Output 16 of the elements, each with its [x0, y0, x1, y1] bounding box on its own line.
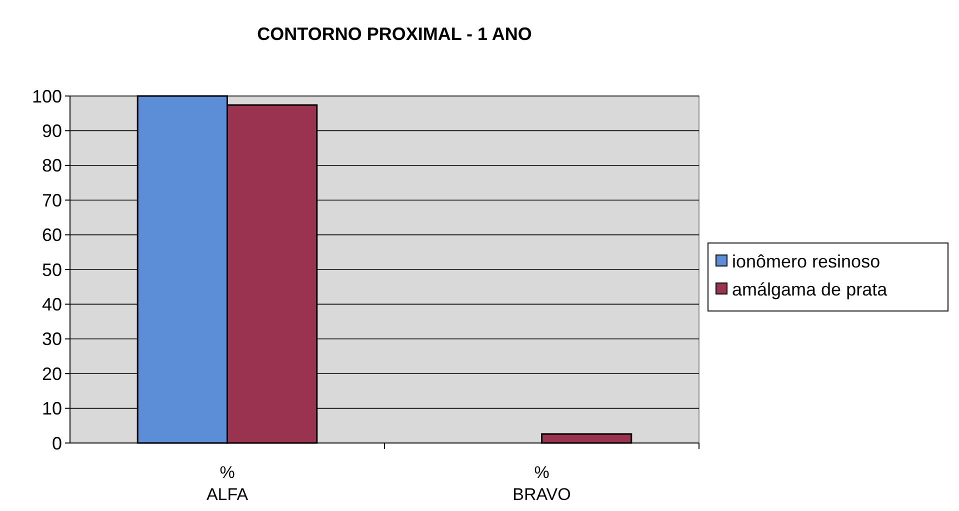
y-tick-label: 50	[42, 260, 62, 280]
y-tick-label: 40	[42, 294, 62, 314]
x-tick-label: % ALFA	[206, 463, 249, 504]
y-tick-label: 80	[42, 156, 62, 176]
y-tick-label: 10	[42, 398, 62, 419]
y-tick-label: 20	[42, 364, 62, 384]
legend-label: ionômero resinoso	[732, 251, 880, 272]
y-tick-label: 60	[42, 225, 62, 246]
y-tick-label: 90	[42, 121, 62, 141]
y-tick-label: 30	[42, 329, 62, 350]
y-tick-label: 100	[32, 86, 62, 106]
y-tick-label: 70	[42, 190, 62, 210]
legend-label: amálgama de prata	[732, 279, 888, 300]
y-tick-label: 0	[52, 433, 62, 454]
chart-title: CONTORNO PROXIMAL - 1 ANO	[257, 24, 532, 44]
x-tick-label: % BRAVO	[512, 463, 571, 504]
